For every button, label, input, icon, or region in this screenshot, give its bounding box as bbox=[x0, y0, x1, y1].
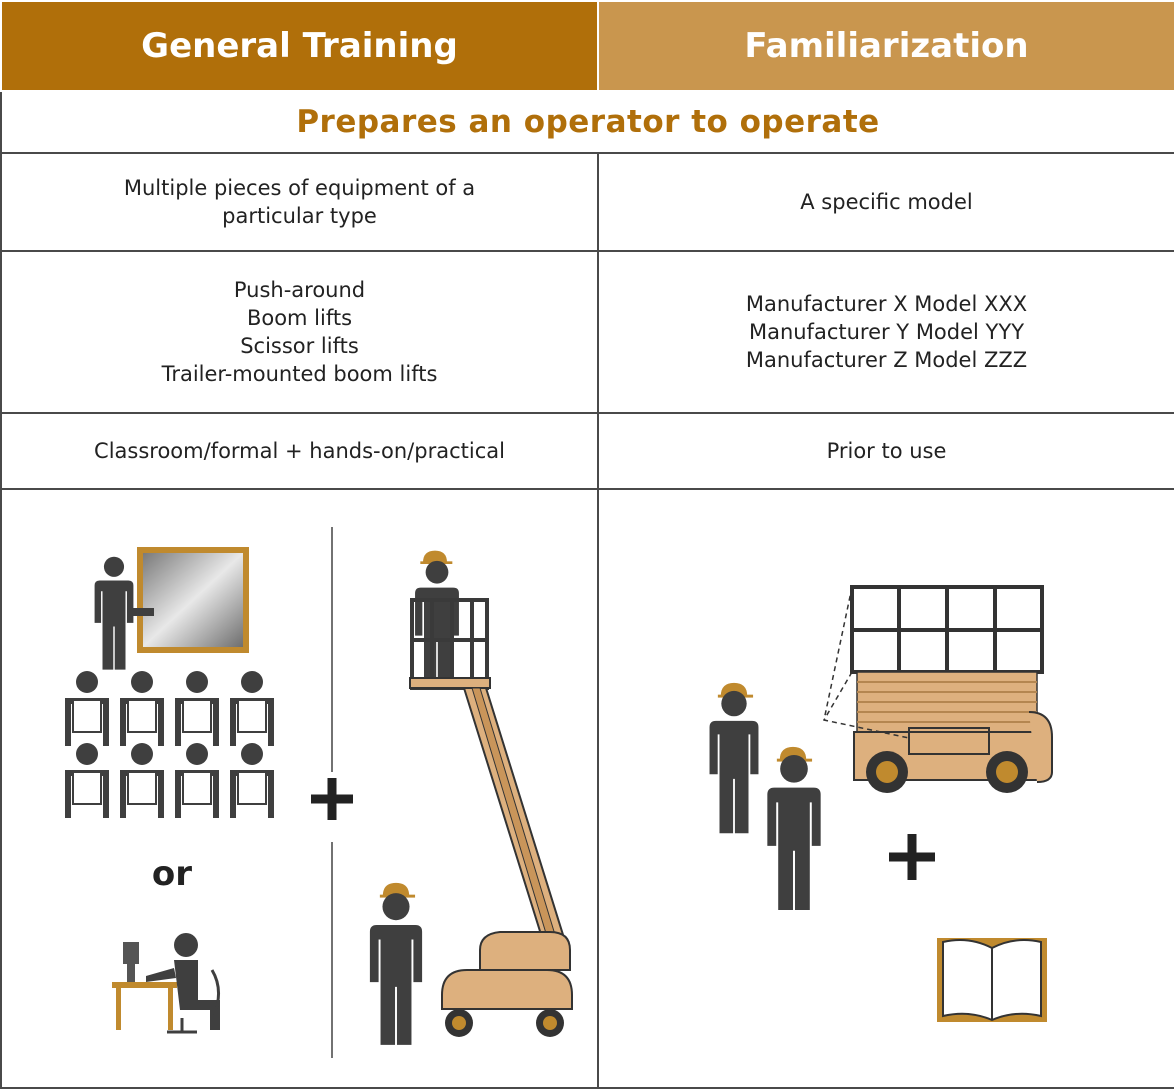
line: Trailer-mounted boom lifts bbox=[161, 362, 438, 386]
line: Manufacturer Z Model ZZZ bbox=[745, 348, 1028, 372]
teacher bbox=[94, 556, 134, 670]
plus bbox=[889, 834, 935, 880]
illustration-row: or bbox=[0, 488, 1174, 1089]
line: Manufacturer Y Model YYY bbox=[748, 320, 1025, 344]
operator bbox=[369, 893, 423, 1045]
header-cell: General Training bbox=[0, 0, 599, 92]
board bbox=[143, 553, 243, 647]
familiarization-illustration bbox=[709, 585, 1053, 1022]
worker bbox=[767, 754, 821, 911]
pointing-arm bbox=[132, 608, 154, 616]
line: Scissor lifts bbox=[240, 334, 359, 358]
cell: or bbox=[0, 488, 599, 1089]
row: Multiple pieces of equipment of a partic… bbox=[0, 152, 1174, 252]
cell bbox=[597, 488, 1174, 1089]
manual-book bbox=[937, 938, 1047, 1022]
worker bbox=[709, 690, 759, 834]
header-cell: Familiarization bbox=[597, 0, 1174, 92]
general-training-illustration: or bbox=[64, 527, 573, 1058]
boom-lift bbox=[409, 550, 573, 1037]
or-label: or bbox=[152, 854, 192, 894]
cell: Push-around Boom lifts Scissor lifts Tra… bbox=[0, 250, 599, 414]
subheader-row: Prepares an operator to operate bbox=[0, 90, 1174, 154]
cell: Prior to use bbox=[597, 412, 1174, 490]
cell: Multiple pieces of equipment of a partic… bbox=[0, 152, 599, 252]
line: Push-around bbox=[233, 278, 366, 302]
cell: A specific model bbox=[597, 152, 1174, 252]
cell: Manufacturer X Model XXX Manufacturer Y … bbox=[597, 250, 1174, 414]
cell: Classroom/formal + hands-on/practical bbox=[0, 412, 599, 490]
line: Manufacturer X Model XXX bbox=[745, 292, 1028, 316]
line: Boom lifts bbox=[246, 306, 353, 330]
computer-desk bbox=[112, 933, 220, 1034]
row: Classroom/formal + hands-on/practical Pr… bbox=[0, 412, 1174, 490]
header-row: General Training Familiarization bbox=[0, 0, 1174, 92]
row: Push-around Boom lifts Scissor lifts Tra… bbox=[0, 250, 1174, 414]
cell-text: Multiple pieces of equipment of a partic… bbox=[123, 176, 476, 228]
plus bbox=[311, 778, 353, 820]
students bbox=[64, 670, 275, 819]
subheader: Prepares an operator to operate bbox=[0, 90, 1174, 154]
scissor-lift bbox=[823, 585, 1053, 793]
